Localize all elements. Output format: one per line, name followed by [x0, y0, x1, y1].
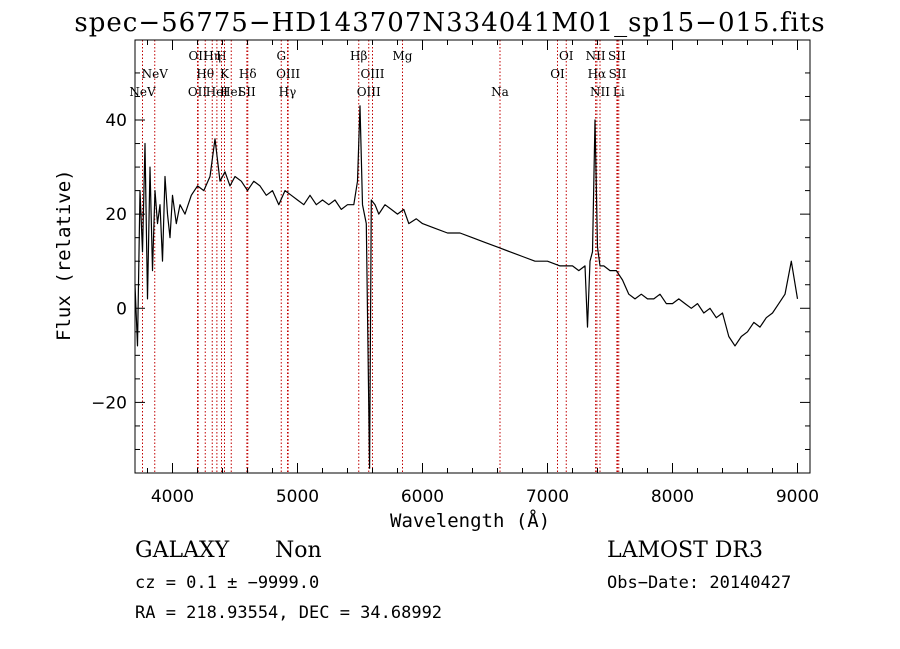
object-subclass: Non [275, 538, 322, 563]
x-tick-label-0: 4000 [151, 487, 194, 507]
x-tick-label-2: 6000 [401, 487, 444, 507]
x-axis-label: Wavelength (Å) [390, 510, 551, 532]
marker-label-12: G [276, 49, 286, 63]
marker-label-5: Hη [203, 49, 221, 63]
y-tick-label-3: 40 [105, 111, 127, 131]
object-class: GALAXY [135, 538, 230, 563]
marker-label-4: Hθ [196, 67, 214, 81]
marker-label-10: Hδ [239, 67, 257, 81]
marker-label-22: NII [586, 49, 606, 63]
marker-label-9: HeI [220, 85, 243, 99]
marker-label-19: Na [491, 85, 509, 99]
marker-label-6: HeI [206, 85, 229, 99]
y-tick-label-1: 0 [116, 299, 127, 319]
marker-label-17: OIII [357, 85, 381, 99]
marker-label-25: SII [608, 49, 626, 63]
marker-label-14: Hγ [279, 85, 297, 99]
marker-label-18: Mg [393, 49, 413, 63]
marker-label-27: Li [613, 85, 625, 99]
y-tick-label-0: −20 [91, 393, 127, 413]
marker-label-23: Hα [588, 67, 607, 81]
obs-date: Obs−Date: 20140427 [607, 573, 792, 593]
y-tick-label-2: 20 [105, 205, 127, 225]
marker-label-15: Hβ [350, 49, 367, 63]
marker-label-16: OIII [360, 67, 384, 81]
spectrum-series-0 [134, 105, 799, 469]
marker-label-7: H [216, 49, 226, 63]
chart-title: spec−56775−HD143707N334041M01_sp15−015.f… [74, 8, 826, 38]
coordinates: RA = 218.93554, DEC = 34.68992 [135, 603, 443, 623]
marker-label-8: K [220, 67, 230, 81]
redshift-cz: cz = 0.1 ± −9999.0 [135, 573, 320, 593]
marker-label-3: OII [188, 49, 208, 63]
marker-label-21: OI [550, 67, 565, 81]
spectrum-line-group [134, 105, 799, 469]
marker-label-1: NeV [142, 67, 169, 81]
marker-label-20: OI [559, 49, 574, 63]
marker-label-24: NII [590, 85, 610, 99]
x-tick-label-1: 5000 [276, 487, 319, 507]
marker-label-2: OII [188, 85, 208, 99]
marker-label-26: SII [609, 67, 627, 81]
plot-frame [134, 39, 811, 474]
y-axis-label: Flux (relative) [53, 169, 75, 341]
line-markers: NeV NeV OII OII Hθ Hη HeI HK HeI Hδ SII G OIII Hγ Hβ OI… [129, 40, 627, 473]
marker-label-11: SII [238, 85, 256, 99]
survey-name: LAMOST DR3 [607, 538, 763, 563]
x-tick-label-4: 8000 [651, 487, 694, 507]
marker-label-0: NeV [129, 85, 156, 99]
axis-ticks: 4000 5000 6000 7000 8000 9000 −20 0 20 40 [91, 40, 819, 507]
marker-label-13: OIII [276, 67, 300, 81]
x-tick-label-5: 9000 [776, 487, 819, 507]
x-tick-label-3: 7000 [526, 487, 569, 507]
